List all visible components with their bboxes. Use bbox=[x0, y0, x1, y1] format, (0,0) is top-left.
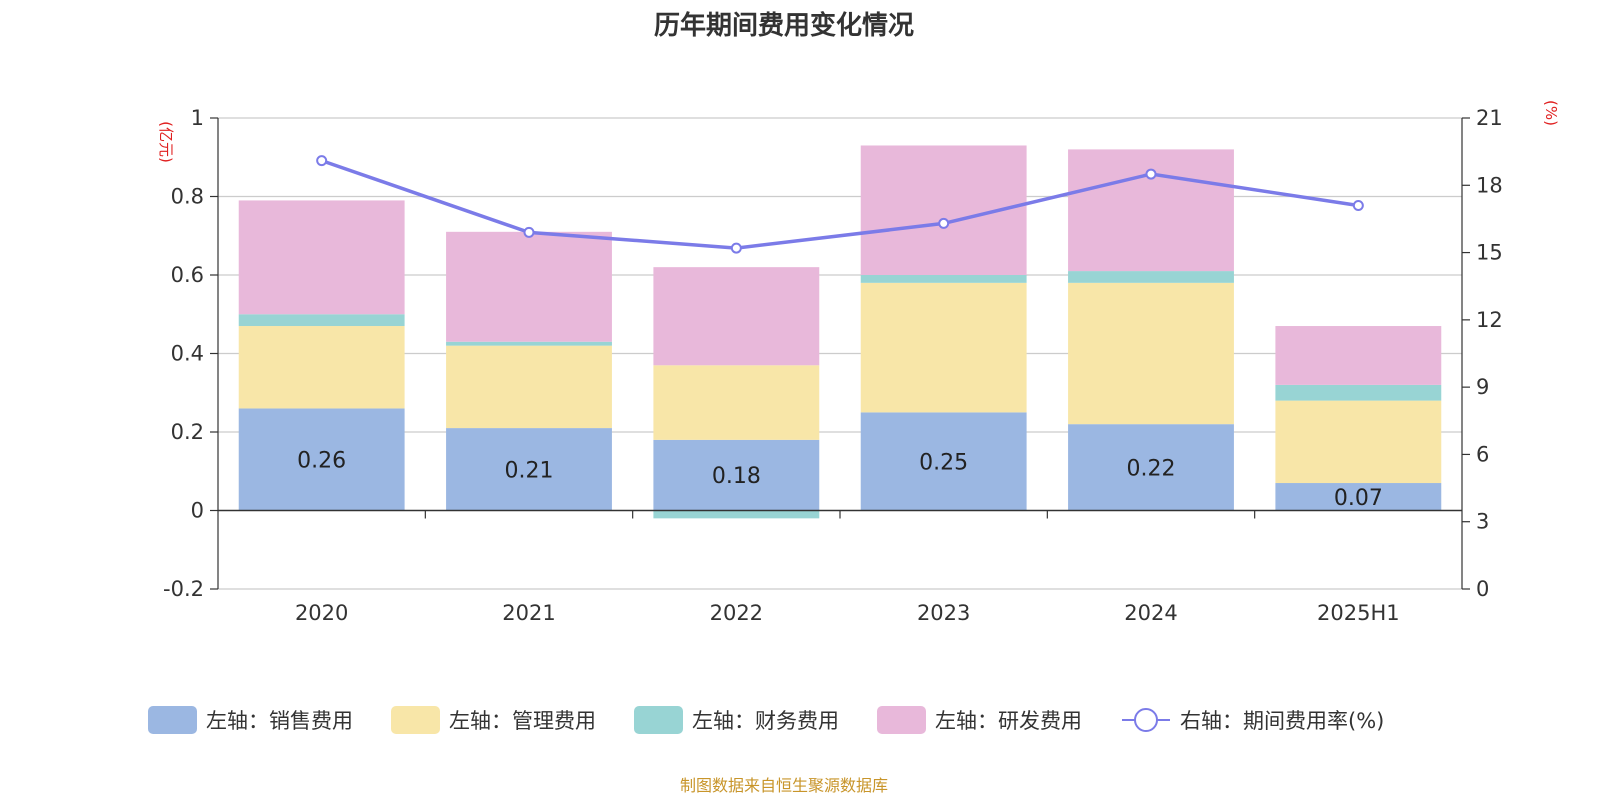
bar-segment bbox=[860, 412, 1027, 511]
legend-label: 左轴：销售费用 bbox=[206, 709, 353, 733]
left-tick-label: 0.4 bbox=[171, 342, 204, 366]
axes: -0.2 0 0.2 0.4 0.6 0.8 1 0 3 6 9 12 15 18 21 2020 2021 20… bbox=[163, 106, 1503, 625]
right-tick-label: 6 bbox=[1476, 442, 1489, 466]
bar-data-label: 0.26 bbox=[297, 448, 346, 473]
bar-segment bbox=[446, 231, 612, 342]
x-tick-label: 2021 bbox=[502, 601, 555, 625]
bar-segment bbox=[238, 314, 405, 327]
bar-segment bbox=[1068, 424, 1234, 511]
x-tick-label: 2024 bbox=[1124, 601, 1177, 625]
rate-point bbox=[316, 155, 328, 167]
left-tick-label: 1 bbox=[191, 106, 204, 130]
bar-segment bbox=[1275, 483, 1442, 511]
bar-segment bbox=[1068, 271, 1234, 283]
bar-segment bbox=[653, 267, 820, 366]
bar-segment bbox=[1275, 400, 1442, 484]
bar-data-label: 0.25 bbox=[919, 450, 968, 475]
bar-segment bbox=[653, 439, 820, 511]
left-axis-unit: (亿元) bbox=[157, 121, 175, 163]
legend-label: 右轴：期间费用率(%) bbox=[1180, 709, 1384, 733]
rate-point bbox=[1145, 168, 1157, 180]
bar-segment bbox=[446, 345, 612, 429]
legend-swatch bbox=[391, 706, 440, 734]
bar-segment bbox=[653, 365, 820, 440]
left-tick-label: 0.6 bbox=[171, 263, 204, 287]
legend-label: 左轴：管理费用 bbox=[449, 709, 596, 733]
left-tick-label: 0 bbox=[191, 499, 204, 523]
right-tick-label: 18 bbox=[1476, 173, 1503, 197]
legend-swatch bbox=[148, 706, 197, 734]
rate-point bbox=[938, 217, 950, 229]
bar-segment bbox=[1275, 326, 1442, 385]
bar-segment bbox=[860, 282, 1027, 413]
right-tick-label: 3 bbox=[1476, 510, 1489, 534]
x-tick-label: 2022 bbox=[710, 601, 763, 625]
bar-data-label: 0.22 bbox=[1127, 456, 1176, 481]
rate-point bbox=[1352, 199, 1364, 211]
bar-data-label: 0.07 bbox=[1334, 486, 1383, 511]
rate-point bbox=[730, 242, 742, 254]
rate-point bbox=[523, 226, 535, 238]
left-tick-label: -0.2 bbox=[163, 577, 204, 601]
chart-title: 历年期间费用变化情况 bbox=[654, 10, 914, 41]
bar-segment bbox=[1068, 149, 1234, 272]
bar-data-label: 0.21 bbox=[505, 458, 554, 483]
bar-segment bbox=[238, 408, 405, 511]
legend-swatch bbox=[634, 706, 683, 734]
right-tick-label: 0 bbox=[1476, 577, 1489, 601]
legend-label: 左轴：研发费用 bbox=[935, 709, 1082, 733]
bar-data-label: 0.18 bbox=[712, 464, 761, 489]
rate-line bbox=[316, 155, 1364, 254]
bar-segment bbox=[238, 200, 405, 315]
x-tick-label: 2020 bbox=[295, 601, 348, 625]
x-tick-label: 2025H1 bbox=[1317, 601, 1400, 625]
legend-label: 左轴：财务费用 bbox=[692, 709, 839, 733]
right-tick-label: 9 bbox=[1476, 375, 1489, 399]
left-tick-label: 0.2 bbox=[171, 420, 204, 444]
right-axis-unit: (%) bbox=[1542, 100, 1560, 126]
rate-line-path bbox=[321, 158, 1359, 250]
bars bbox=[238, 145, 1442, 519]
right-tick-label: 12 bbox=[1476, 308, 1503, 332]
bar-segment bbox=[446, 341, 612, 346]
bar-segment bbox=[238, 326, 405, 409]
right-tick-label: 21 bbox=[1476, 106, 1503, 130]
legend-swatch bbox=[877, 706, 926, 734]
bar-segment bbox=[653, 510, 820, 519]
bar-segment bbox=[1068, 282, 1234, 425]
left-tick-label: 0.8 bbox=[171, 185, 204, 209]
right-tick-label: 15 bbox=[1476, 241, 1503, 265]
bar-segment bbox=[860, 275, 1027, 283]
bar-labels: 0.26 0.21 0.18 0.25 0.22 0.07 bbox=[297, 448, 1383, 510]
source-note: 制图数据来自恒生聚源数据库 bbox=[680, 776, 888, 795]
bar-segment bbox=[1275, 384, 1442, 401]
legend: 左轴：销售费用 左轴：管理费用 左轴：财务费用 左轴：研发费用 右轴：期间费用率(%) bbox=[148, 706, 1384, 734]
legend-marker bbox=[1134, 708, 1158, 732]
bar-segment bbox=[446, 428, 612, 511]
x-tick-label: 2023 bbox=[917, 601, 970, 625]
